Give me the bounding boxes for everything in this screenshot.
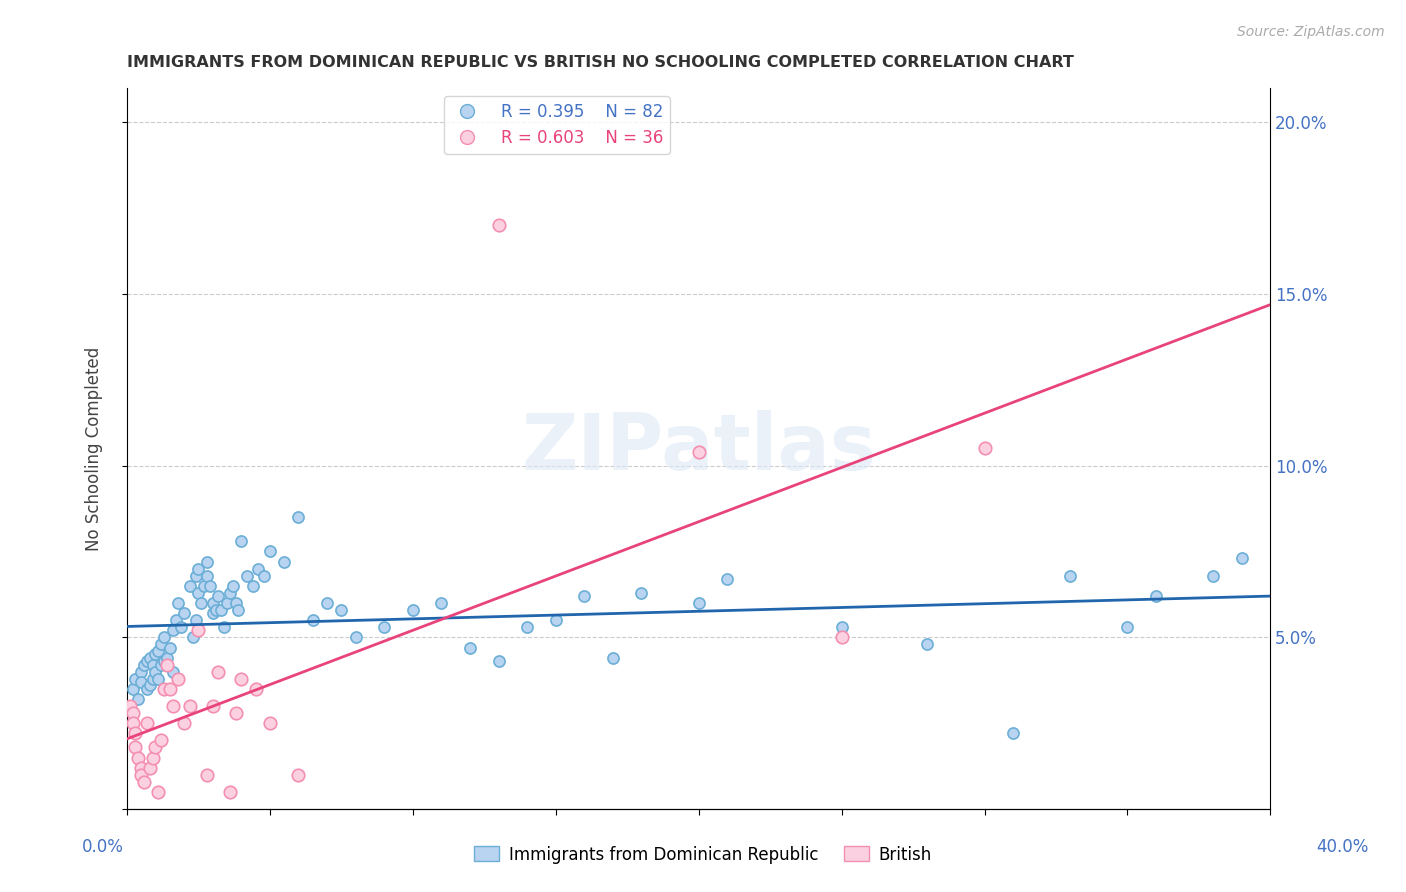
Text: 40.0%: 40.0%	[1316, 838, 1369, 855]
Text: 0.0%: 0.0%	[82, 838, 124, 855]
Text: IMMIGRANTS FROM DOMINICAN REPUBLIC VS BRITISH NO SCHOOLING COMPLETED CORRELATION: IMMIGRANTS FROM DOMINICAN REPUBLIC VS BR…	[127, 55, 1074, 70]
Legend: R = 0.395    N = 82, R = 0.603    N = 36: R = 0.395 N = 82, R = 0.603 N = 36	[444, 96, 669, 154]
Text: ZIPatlas: ZIPatlas	[522, 410, 876, 486]
Y-axis label: No Schooling Completed: No Schooling Completed	[86, 346, 103, 550]
Legend: Immigrants from Dominican Republic, British: Immigrants from Dominican Republic, Brit…	[467, 839, 939, 871]
Text: Source: ZipAtlas.com: Source: ZipAtlas.com	[1237, 25, 1385, 39]
